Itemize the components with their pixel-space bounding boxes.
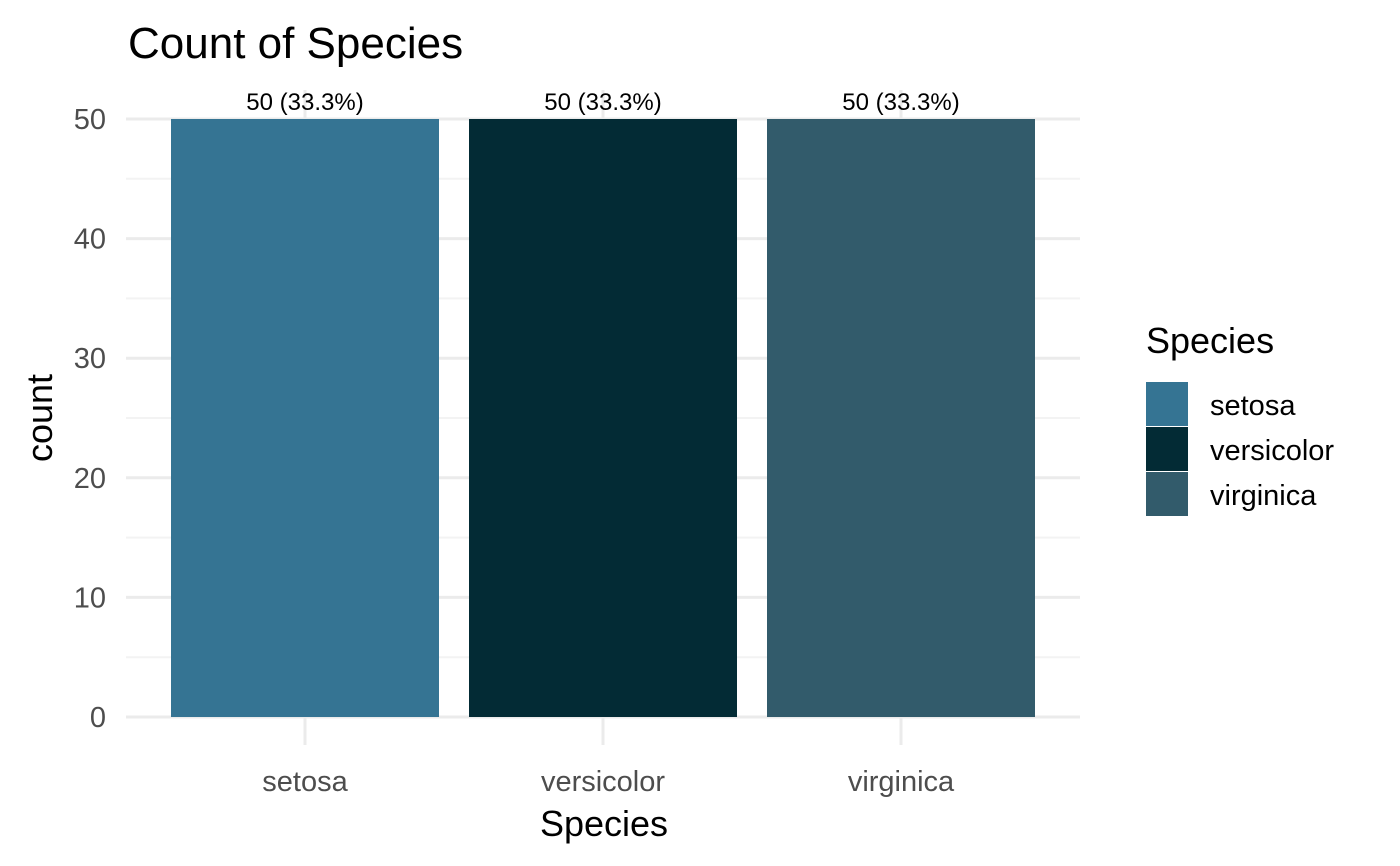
bar-setosa (171, 119, 439, 717)
bar-versicolor (469, 119, 737, 717)
bar-virginica (767, 119, 1035, 717)
legend-title: Species (1146, 320, 1274, 361)
chart-title: Count of Species (128, 19, 463, 68)
y-tick-label: 40 (74, 224, 106, 256)
y-axis-title: count (19, 374, 60, 462)
y-tick-label: 20 (74, 463, 106, 495)
legend-label: setosa (1210, 390, 1296, 422)
bars-layer (171, 119, 1035, 717)
y-tick-label: 30 (74, 343, 106, 375)
data-label: 50 (33.3%) (842, 89, 959, 116)
y-tick-label: 0 (90, 702, 106, 734)
x-tick-label: versicolor (541, 766, 665, 798)
legend-label: versicolor (1210, 435, 1334, 467)
legend-key-setosa (1146, 382, 1188, 426)
y-tick-label: 10 (74, 582, 106, 614)
legend-key-virginica (1146, 472, 1188, 516)
x-tick-label: setosa (262, 766, 348, 798)
x-axis-title: Species (540, 803, 668, 844)
y-tick-label: 50 (74, 104, 106, 136)
labels-layer: 50 (33.3%) 50 (33.3%) 50 (33.3%) (246, 89, 959, 116)
legend-key-versicolor (1146, 427, 1188, 471)
legend-label: virginica (1210, 480, 1317, 512)
data-label: 50 (33.3%) (544, 89, 661, 116)
x-tick-label: virginica (848, 766, 955, 798)
data-label: 50 (33.3%) (246, 89, 363, 116)
legend: Species setosa versicolor virginica (1146, 320, 1334, 516)
legend-entries: setosa versicolor virginica (1146, 382, 1334, 516)
ticks-layer: 0 10 20 30 40 50 setosa versicolor virginica (74, 104, 955, 798)
